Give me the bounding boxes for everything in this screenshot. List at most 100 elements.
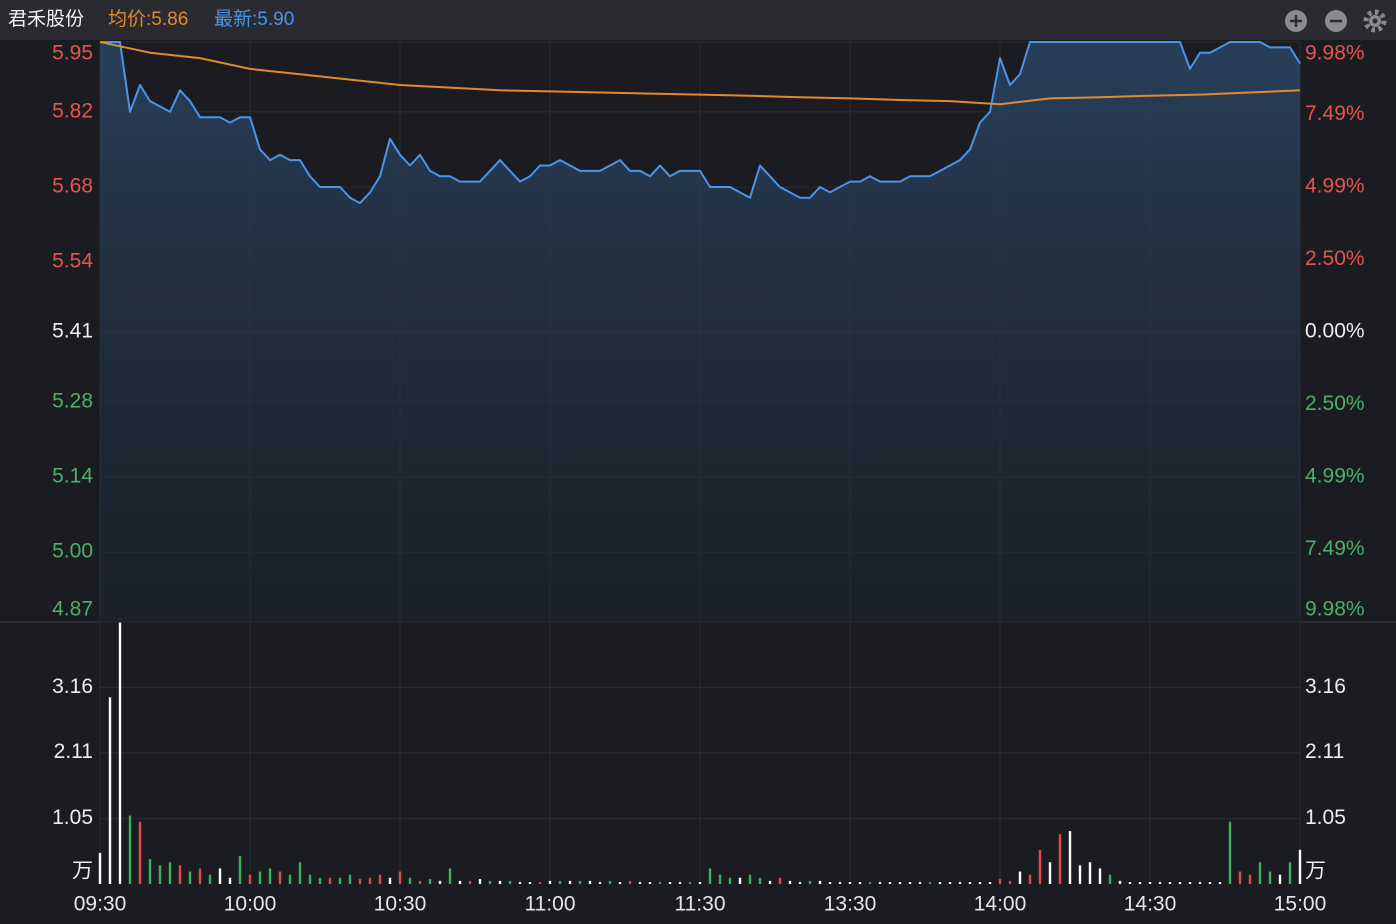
volume-bar bbox=[708, 868, 712, 884]
volume-bar bbox=[778, 877, 782, 884]
volume-bar bbox=[1118, 880, 1122, 884]
settings[interactable] bbox=[1363, 9, 1387, 33]
volume-bar bbox=[328, 877, 332, 884]
volume-bar bbox=[1228, 821, 1232, 884]
y-tick-label: 4.87 bbox=[52, 598, 93, 621]
volume-bar bbox=[248, 874, 252, 884]
volume-bar bbox=[488, 880, 492, 884]
volume-bar bbox=[848, 882, 852, 884]
volume-bar bbox=[1128, 882, 1132, 884]
volume-bar bbox=[498, 880, 502, 884]
volume-bar bbox=[528, 882, 532, 884]
zoom-out[interactable] bbox=[1325, 10, 1347, 32]
volume-bar bbox=[1018, 871, 1022, 884]
volume-unit: 万 bbox=[1305, 860, 1326, 883]
y2-tick-label: 2.50% bbox=[1305, 392, 1365, 415]
y-tick-label: 5.54 bbox=[52, 250, 93, 273]
volume-bar bbox=[728, 877, 732, 884]
y-tick-label: 5.82 bbox=[52, 99, 93, 122]
volume-bar bbox=[238, 855, 242, 884]
volume-bar bbox=[508, 880, 512, 884]
volume-bar bbox=[298, 862, 302, 884]
x-tick-label: 11:30 bbox=[675, 893, 726, 916]
zoom-in[interactable] bbox=[1285, 10, 1307, 32]
volume-bar bbox=[418, 880, 422, 884]
volume-bar bbox=[978, 882, 982, 884]
x-tick-label: 10:30 bbox=[374, 893, 427, 916]
volume-bar bbox=[1268, 871, 1272, 884]
volume-bar bbox=[958, 882, 962, 884]
volume-bar bbox=[578, 880, 582, 884]
volume-bar bbox=[598, 882, 602, 884]
volume-bar bbox=[128, 815, 132, 884]
volume-bar bbox=[478, 879, 482, 884]
y2-tick-label: 7.49% bbox=[1305, 537, 1365, 560]
volume-bar bbox=[678, 882, 682, 884]
volume-bar bbox=[648, 882, 652, 884]
volume-bar bbox=[918, 882, 922, 884]
y2-tick-label: 2.11 bbox=[1305, 740, 1344, 763]
y-tick-label: 5.00 bbox=[52, 540, 93, 563]
volume-bar bbox=[268, 868, 272, 884]
volume-bar bbox=[938, 882, 942, 884]
volume-bar bbox=[748, 874, 752, 884]
y2-tick-label: 1.05 bbox=[1305, 806, 1346, 829]
volume-bar bbox=[438, 880, 442, 884]
volume-bar bbox=[668, 882, 672, 884]
volume-bar bbox=[1248, 874, 1252, 884]
volume-bar bbox=[618, 882, 622, 884]
volume-bar bbox=[1088, 862, 1092, 884]
volume-bar bbox=[568, 880, 572, 884]
y-tick-label: 1.05 bbox=[52, 806, 93, 829]
volume-bar bbox=[388, 877, 392, 884]
volume-bar bbox=[168, 862, 172, 884]
volume-bar bbox=[588, 880, 592, 884]
volume-bar bbox=[878, 882, 882, 884]
volume-bar bbox=[1198, 882, 1202, 884]
volume-bar bbox=[448, 868, 452, 884]
volume-bar bbox=[118, 622, 122, 884]
volume-bar bbox=[1008, 880, 1012, 884]
last-price: 最新:5.90 bbox=[214, 8, 294, 30]
volume-bar bbox=[1298, 849, 1302, 884]
volume-bar bbox=[718, 874, 722, 884]
x-tick-label: 14:00 bbox=[974, 893, 1027, 916]
x-tick-label: 10:00 bbox=[224, 893, 277, 916]
volume-bar bbox=[558, 880, 562, 884]
x-tick-label: 09:30 bbox=[74, 893, 127, 916]
volume-bar bbox=[548, 880, 552, 884]
volume-bar bbox=[258, 871, 262, 884]
volume-bar bbox=[698, 882, 702, 884]
volume-bar bbox=[308, 874, 312, 884]
x-tick-label: 15:00 bbox=[1274, 893, 1327, 916]
volume-bar bbox=[468, 880, 472, 884]
volume-bar bbox=[1028, 874, 1032, 884]
volume-bar bbox=[1148, 882, 1152, 884]
stock-name: 君禾股份 bbox=[8, 8, 84, 30]
volume-bar bbox=[278, 871, 282, 884]
x-tick-label: 13:30 bbox=[824, 893, 877, 916]
volume-bar bbox=[768, 880, 772, 884]
volume-bar bbox=[818, 880, 822, 884]
avg-price: 均价:5.86 bbox=[108, 8, 188, 30]
volume-unit: 万 bbox=[72, 860, 93, 883]
x-tick-label: 14:30 bbox=[1124, 893, 1177, 916]
y2-tick-label: 9.98% bbox=[1305, 42, 1365, 65]
y-tick-label: 5.41 bbox=[52, 320, 93, 343]
y2-tick-label: 0.00% bbox=[1305, 320, 1365, 343]
volume-bar bbox=[798, 882, 802, 884]
volume-bar bbox=[788, 880, 792, 884]
volume-bar bbox=[758, 877, 762, 884]
price-area bbox=[100, 42, 1300, 622]
volume-bar bbox=[1058, 834, 1062, 884]
y-tick-label: 5.14 bbox=[52, 465, 93, 488]
volume-bar bbox=[988, 882, 992, 884]
y-tick-label: 2.11 bbox=[54, 740, 93, 763]
volume-bar bbox=[998, 879, 1002, 884]
header-bar bbox=[0, 0, 1396, 40]
volume-bar bbox=[1068, 831, 1072, 884]
volume-bar bbox=[148, 859, 152, 884]
volume-bar bbox=[658, 882, 662, 884]
